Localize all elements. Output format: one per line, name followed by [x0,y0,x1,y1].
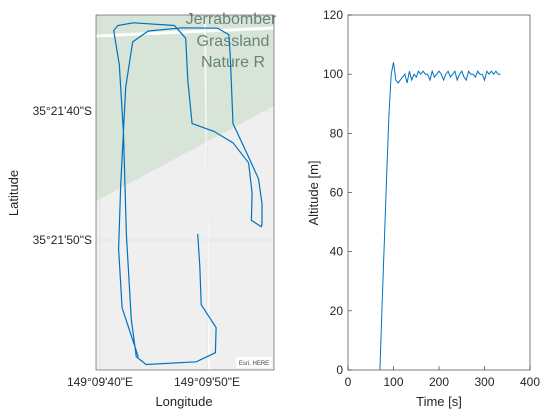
flight-track-line [113,22,263,366]
map-y-tick-label: 35°21'50"S [33,233,92,247]
altitude-axes-box [347,14,531,371]
map-x-axis-label: Longitude [155,394,212,409]
altitude-x-tick-label: 100 [383,375,403,389]
map-frame [95,14,275,371]
map-x-tick-label: 149°09'40"E [67,375,133,389]
map-label-line-2: Grassland [197,33,270,50]
altitude-x-tick-label: 0 [345,375,352,389]
map-attribution: Esri, HERE [239,361,269,367]
altitude-y-axis-label: Altitude [m] [306,160,321,225]
map-y-axis-label: Latitude [6,170,21,216]
altitude-axes: 0 100 200 300 400 0 20 40 60 80 100 120 [323,8,540,389]
map-label-line-3: Nature R [201,54,265,71]
map-gridlines [96,15,274,370]
altitude-y-tick-label: 80 [330,126,344,140]
altitude-x-tick-label: 200 [429,375,449,389]
altitude-series-line [379,62,501,371]
altitude-y-tick-label: 100 [323,67,343,81]
map-x-tick-label: 149°09'50"E [174,375,240,389]
altitude-y-tick-label: 60 [330,186,344,200]
map-road [95,26,275,38]
altitude-x-axis-label: Time [s] [416,394,462,409]
altitude-y-tick-label: 40 [330,245,344,259]
map-axes: Jerrabomber Grassland Nature R Esri, HER… [95,11,277,371]
altitude-x-tick-label: 400 [520,375,540,389]
altitude-x-tick-label: 300 [474,375,494,389]
nature-reserve-area [96,15,274,201]
map-y-tick-label: 35°21'40"S [33,104,92,118]
altitude-y-tick-label: 20 [330,304,344,318]
altitude-y-tick-label: 120 [323,8,343,22]
map-label-line-1: Jerrabomber [186,11,277,28]
attribution-box [236,357,272,368]
altitude-y-tick-label: 0 [336,363,343,377]
